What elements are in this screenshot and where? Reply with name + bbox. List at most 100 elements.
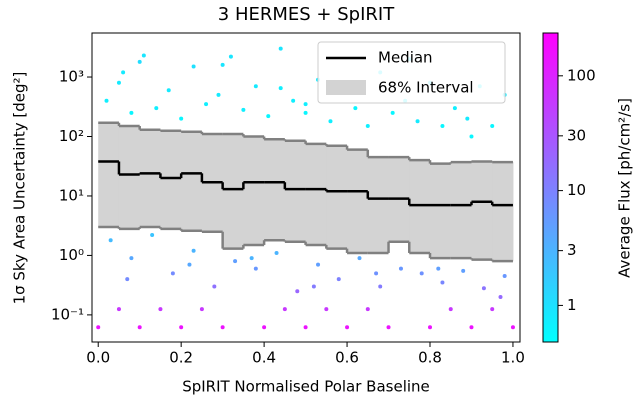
interval-band xyxy=(367,157,390,253)
scatter-point xyxy=(448,307,453,312)
x-tick-label: 0.4 xyxy=(252,349,276,367)
scatter-point xyxy=(303,325,308,330)
scatter-point xyxy=(199,307,204,312)
scatter-point xyxy=(137,59,142,64)
scatter-point xyxy=(141,53,146,58)
scatter-point xyxy=(96,325,101,330)
scatter-point xyxy=(179,325,184,330)
legend-label: 68% Interval xyxy=(378,79,474,97)
scatter-point xyxy=(336,277,341,282)
scatter-point xyxy=(440,280,445,285)
scatter-point xyxy=(278,86,283,91)
legend: Median 68% Interval xyxy=(317,41,506,104)
interval-band xyxy=(98,122,120,228)
scatter-point xyxy=(204,102,209,107)
y-tick-label: 10³ xyxy=(59,68,84,86)
scatter-point xyxy=(357,256,362,261)
scatter-point xyxy=(440,124,445,129)
x-tick-label: 0.2 xyxy=(169,349,193,367)
scatter-point xyxy=(303,102,308,107)
interval-band xyxy=(471,161,493,260)
interval-band xyxy=(284,140,307,242)
scatter-point xyxy=(498,294,503,299)
interval-band xyxy=(430,163,452,259)
scatter-point xyxy=(282,307,287,312)
interval-band xyxy=(160,130,182,229)
interval-band xyxy=(450,162,472,259)
plot-area xyxy=(96,46,515,330)
colorbar-tick-label: 30 xyxy=(567,126,586,144)
scatter-point xyxy=(191,64,196,69)
colorbar-label: Average Flux [ph/cm²/s] xyxy=(616,98,634,278)
scatter-point xyxy=(378,284,383,289)
scatter-point xyxy=(311,284,316,289)
interval-band xyxy=(347,149,369,253)
interval-band xyxy=(264,139,286,241)
interval-band xyxy=(222,134,244,249)
colorbar-tick-label: 100 xyxy=(567,66,596,84)
scatter-point xyxy=(469,325,474,330)
y-tick-label: 10² xyxy=(59,127,84,145)
colorbar xyxy=(542,32,559,343)
scatter-point xyxy=(461,268,466,273)
scatter-point xyxy=(398,266,403,271)
scatter-point xyxy=(228,54,233,59)
scatter-point xyxy=(129,110,134,115)
scatter-point xyxy=(415,119,420,124)
scatter-point xyxy=(179,116,184,121)
scatter-point xyxy=(365,307,370,312)
scatter-point xyxy=(291,98,296,103)
scatter-point xyxy=(374,271,379,276)
interval-band xyxy=(305,143,327,245)
legend-patch xyxy=(326,80,366,95)
y-axis-label: 1σ Sky Area Uncertainty [deg²] xyxy=(11,72,29,305)
y-tick-label: 10⁻¹ xyxy=(51,305,84,323)
x-tick-label: 0.0 xyxy=(86,349,110,367)
scatter-point xyxy=(490,307,495,312)
y-tick-label: 10⁰ xyxy=(59,246,84,264)
legend-label: Median xyxy=(378,49,433,67)
interval-band xyxy=(181,131,203,231)
x-tick-label: 0.8 xyxy=(418,349,442,367)
scatter-point xyxy=(125,277,130,282)
chart-title: 3 HERMES + SpIRIT xyxy=(218,4,395,25)
colorbar-tick-label: 1 xyxy=(567,296,577,314)
scatter-point xyxy=(490,124,495,129)
scatter-point xyxy=(390,110,395,115)
scatter-point xyxy=(253,266,258,271)
interval-band xyxy=(243,136,265,245)
scatter-point xyxy=(241,107,246,112)
scatter-point xyxy=(216,92,221,97)
scatter-point xyxy=(353,106,358,111)
scatter-point xyxy=(266,114,271,119)
scatter-point xyxy=(212,284,217,289)
scatter-point xyxy=(191,248,196,253)
interval-band xyxy=(409,160,431,253)
scatter-point xyxy=(428,325,433,330)
scatter-point xyxy=(295,289,300,294)
scatter-point xyxy=(116,80,121,85)
scatter-point xyxy=(108,238,113,243)
scatter-point xyxy=(278,46,283,51)
scatter-point xyxy=(303,110,308,115)
scatter-point xyxy=(150,233,155,238)
scatter-point xyxy=(502,274,507,279)
x-tick-label: 1.0 xyxy=(501,349,525,367)
x-tick-label: 0.6 xyxy=(335,349,359,367)
scatter-point xyxy=(452,106,457,111)
scatter-point xyxy=(233,259,238,264)
interval-band xyxy=(139,129,161,228)
scatter-point xyxy=(436,266,441,271)
scatter-point xyxy=(510,325,515,330)
scatter-point xyxy=(220,62,225,67)
scatter-point xyxy=(158,307,163,312)
scatter-point xyxy=(104,98,109,103)
scatter-point xyxy=(137,325,142,330)
scatter-point xyxy=(187,262,192,267)
scatter-point xyxy=(129,256,134,261)
scatter-point xyxy=(481,286,486,291)
scatter-point xyxy=(469,134,474,139)
colorbar-tick-label: 10 xyxy=(567,181,586,199)
scatter-point xyxy=(324,307,329,312)
scatter-point xyxy=(328,119,333,124)
